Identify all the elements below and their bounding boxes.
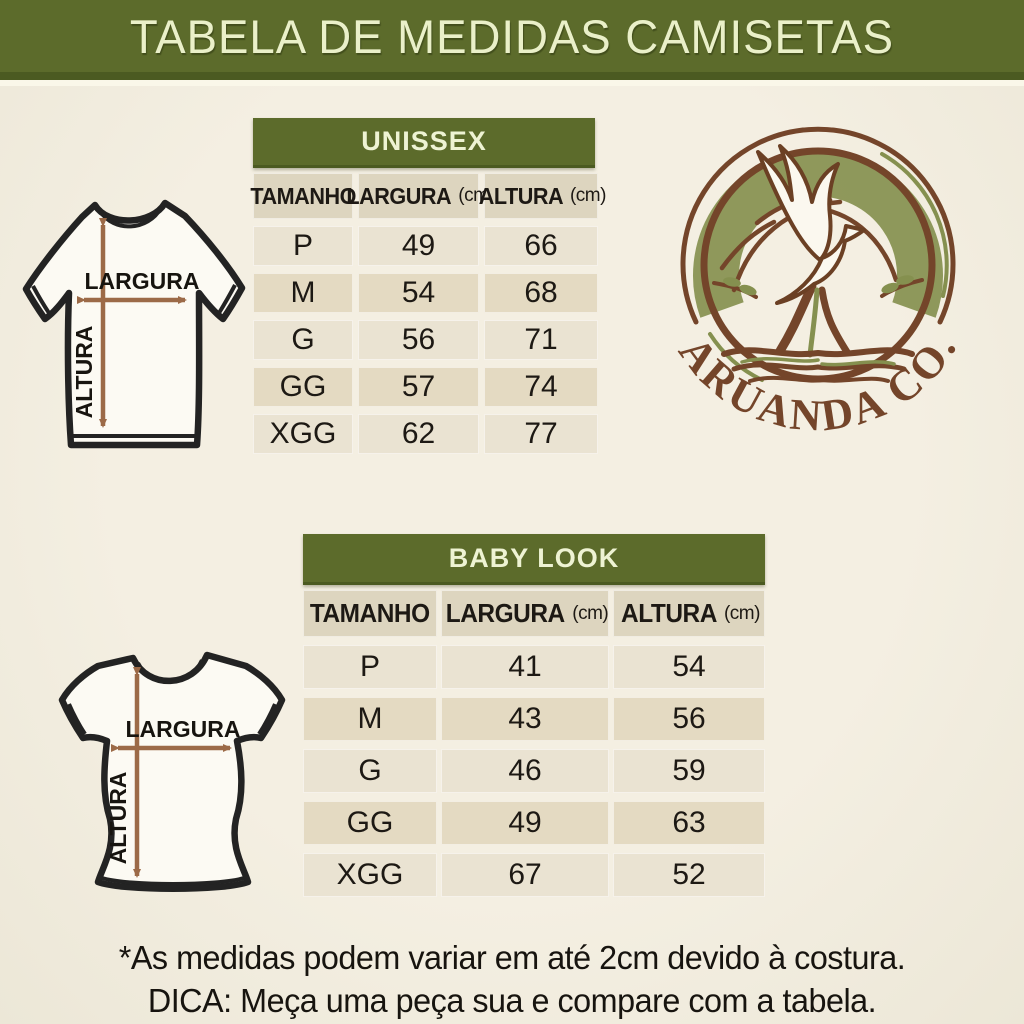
tshirt-outline bbox=[22, 199, 246, 449]
collar-ribbing bbox=[98, 206, 163, 229]
left-leaf-sprig bbox=[712, 277, 758, 299]
width-label: LARGURA bbox=[85, 268, 200, 294]
size-cell: G bbox=[303, 749, 437, 793]
width-cell: 54 bbox=[358, 273, 479, 313]
hem-line bbox=[101, 876, 245, 886]
unissex-shirt-diagram: LARGURA ALTURA bbox=[22, 199, 246, 449]
babylook-table-title: BABY LOOK bbox=[448, 542, 620, 573]
collar-ribbing bbox=[136, 659, 204, 684]
size-cell: M bbox=[303, 697, 437, 741]
size-cell: P bbox=[253, 226, 353, 266]
right-cuff-line bbox=[217, 284, 237, 315]
width-label: LARGURA bbox=[126, 716, 241, 742]
column-header-tamanho: TAMANHO bbox=[303, 590, 437, 637]
unissex-table-grid: TAMANHO LARGURA (cm) ALTURA (cm) P 49 66 M… bbox=[250, 173, 606, 454]
size-cell: G bbox=[253, 320, 353, 360]
height-cell: 56 bbox=[613, 697, 765, 741]
height-label: ALTURA bbox=[71, 326, 97, 419]
column-header-altura: ALTURA (cm) bbox=[479, 173, 606, 219]
width-cell: 49 bbox=[358, 226, 479, 266]
right-cuff-line bbox=[257, 703, 277, 736]
column-header-largura: LARGURA (cm) bbox=[441, 590, 609, 637]
width-cell: 43 bbox=[441, 697, 609, 741]
logo-outer-ring bbox=[680, 126, 956, 325]
unit-cm: (cm) bbox=[723, 602, 760, 624]
header-underline bbox=[0, 80, 1024, 86]
size-cell: M bbox=[253, 273, 353, 313]
note-line-1: *As medidas podem variar em até 2cm devi… bbox=[118, 939, 906, 976]
size-cell: GG bbox=[253, 367, 353, 407]
height-cell: 52 bbox=[613, 853, 765, 897]
width-cell: 62 bbox=[358, 414, 479, 454]
height-cell: 63 bbox=[613, 801, 765, 845]
height-label: ALTURA bbox=[105, 772, 131, 865]
width-cell: 41 bbox=[441, 645, 609, 689]
column-header-altura: ALTURA (cm) bbox=[613, 590, 765, 637]
height-cell: 59 bbox=[613, 749, 765, 793]
babylook-shirt-diagram: LARGURA ALTURA bbox=[58, 651, 286, 892]
tshirt-outline bbox=[58, 651, 286, 892]
right-leaf-sprig bbox=[880, 275, 924, 298]
unissex-table: UNISSEX TAMANHO LARGURA (cm) ALTURA (cm) P… bbox=[250, 118, 606, 454]
height-cell: 77 bbox=[484, 414, 598, 454]
column-header-largura: LARGURA (cm) bbox=[346, 173, 495, 219]
dove-icon bbox=[756, 144, 866, 305]
height-cell: 71 bbox=[484, 320, 598, 360]
size-cell: P bbox=[303, 645, 437, 689]
width-cell: 57 bbox=[358, 367, 479, 407]
height-cell: 68 bbox=[484, 273, 598, 313]
page-title: TABELA DE MEDIDAS CAMISETAS bbox=[129, 9, 895, 63]
unit-cm: (cm) bbox=[569, 185, 606, 206]
babylook-table: BABY LOOK TAMANHO LARGURA (cm) ALTURA (cm)… bbox=[303, 534, 765, 897]
height-cell: 66 bbox=[484, 226, 598, 266]
height-cell: 74 bbox=[484, 367, 598, 407]
left-cuff-line bbox=[31, 285, 51, 315]
size-cell: GG bbox=[303, 801, 437, 845]
size-cell: XGG bbox=[303, 853, 437, 897]
width-cell: 56 bbox=[358, 320, 479, 360]
tree-trunk bbox=[775, 281, 851, 358]
footer-notes: *As medidas podem variar em até 2cm devi… bbox=[0, 936, 1024, 1022]
tree-canopy bbox=[693, 150, 943, 318]
unit-cm: (cm) bbox=[572, 602, 609, 624]
unissex-table-header-bar: UNISSEX bbox=[253, 118, 595, 168]
width-cell: 46 bbox=[441, 749, 609, 793]
page-header: TABELA DE MEDIDAS CAMISETAS bbox=[0, 0, 1024, 80]
logo-outer-ring-accent-right bbox=[880, 152, 949, 298]
babylook-table-header-bar: BABY LOOK bbox=[303, 534, 765, 585]
height-cell: 54 bbox=[613, 645, 765, 689]
width-cell: 49 bbox=[441, 801, 609, 845]
aruanda-logo: ARUANDA CO. bbox=[669, 126, 964, 441]
logo-outer-ring-accent-left bbox=[708, 332, 764, 382]
tree-roots bbox=[721, 347, 915, 383]
babylook-table-grid: TAMANHO LARGURA (cm) ALTURA (cm) P 41 54 M… bbox=[303, 590, 765, 897]
width-cell: 67 bbox=[441, 853, 609, 897]
column-header-tamanho: TAMANHO bbox=[250, 173, 356, 219]
size-cell: XGG bbox=[253, 414, 353, 454]
note-line-2: DICA: Meça uma peça sua e compare com a … bbox=[147, 982, 877, 1019]
unissex-table-title: UNISSEX bbox=[361, 126, 487, 156]
left-cuff-line bbox=[67, 703, 87, 736]
